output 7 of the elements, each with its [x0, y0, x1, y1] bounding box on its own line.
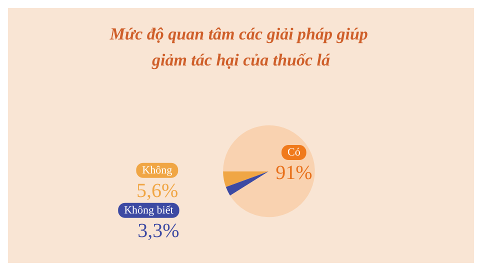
- slice-label: Có: [287, 146, 301, 159]
- data-label: 3,3%: [138, 220, 180, 242]
- data-label: 5,6%: [136, 180, 178, 202]
- slice-label: Không: [142, 164, 173, 176]
- chart-title: Mức độ quan tâm các giải pháp giúp giảm tác hại của thuốc lá: [108, 24, 372, 70]
- slice-label: Không biết: [124, 204, 174, 216]
- data-label: 91%: [276, 162, 312, 184]
